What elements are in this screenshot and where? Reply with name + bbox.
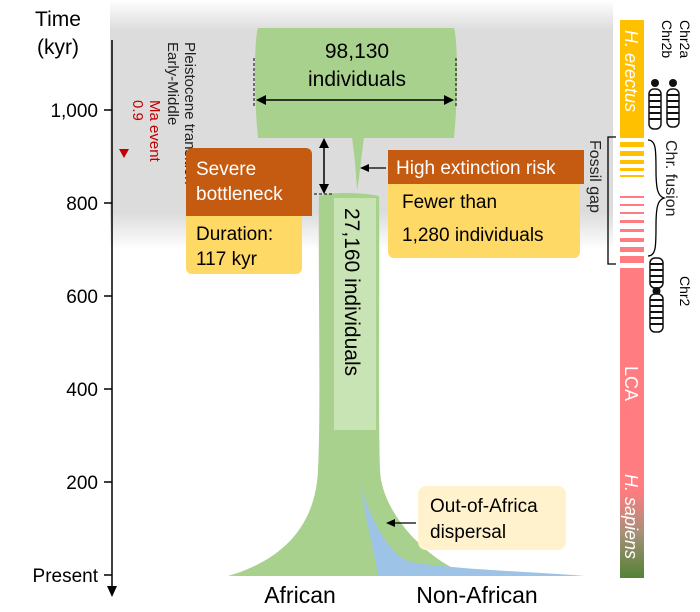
- tick-label-800: 800: [66, 194, 98, 215]
- extinction-title-bg: [388, 150, 584, 184]
- tick-label-200: 200: [66, 473, 98, 494]
- chr2b-chromosome-icon: [648, 79, 662, 130]
- african-label: African: [264, 582, 336, 608]
- bottleneck-title-bg: [186, 148, 312, 212]
- dispersal-pointer-head: [386, 519, 395, 527]
- duration-arrow-top: [319, 138, 329, 148]
- bracket-arrow-left: [256, 95, 266, 105]
- tick-label-present: Present: [33, 566, 99, 587]
- chr2-label: Chr2: [677, 276, 693, 307]
- tick-label-1000: 1,000: [50, 101, 98, 122]
- non-african-label: Non-African: [416, 582, 537, 608]
- lca-label: LCA: [621, 366, 641, 401]
- bottleneck-title-join: [186, 206, 312, 216]
- chr-fusion-brace: [647, 139, 667, 257]
- axis-title-line2: (kyr): [37, 36, 79, 59]
- dispersal-box: Out-of-Africa dispersal: [418, 486, 566, 550]
- bottleneck-box: Severe bottleneck Duration: 117 kyr: [186, 148, 312, 274]
- bottleneck-title-line1: Severe: [196, 159, 256, 180]
- extinction-title: High extinction risk: [396, 158, 556, 179]
- bottleneck-duration-line2: 117 kyr: [196, 249, 258, 270]
- erectus-fading-stripes: [620, 142, 644, 177]
- ancestral-size-line2: individuals: [308, 68, 406, 91]
- axis-title-line1: Time: [35, 8, 81, 31]
- extinction-body-line2: 1,280 individuals: [402, 225, 544, 246]
- bottleneck-label-strip: [334, 198, 376, 430]
- ancestral-size-line1: 98,130: [325, 40, 389, 63]
- sapiens-label: H. sapiens: [621, 474, 641, 559]
- tick-label-400: 400: [66, 380, 98, 401]
- chr-fusion-label: Chr. fusion: [662, 140, 679, 216]
- event-marker-icon: [119, 149, 129, 158]
- dispersal-box-bg: [418, 486, 566, 550]
- duration-arrow-bottom: [319, 184, 329, 194]
- fossil-gap-bracket: [607, 136, 616, 265]
- bottleneck-duration-bg: [186, 212, 302, 274]
- ancestral-population-flow: [255, 28, 457, 190]
- bracket-arrow-right: [444, 95, 454, 105]
- extinction-box: High extinction risk Fewer than 1,280 in…: [388, 150, 584, 258]
- chr2b-label: Chr2b: [659, 20, 675, 58]
- transition-label-line1: Early-Middle: [164, 42, 181, 125]
- bottleneck-size-label: 27,160 individuals: [340, 208, 363, 376]
- event-label-line1: 0.9: [129, 100, 146, 121]
- species-bar: H. erectus LCA H. sapiens: [620, 20, 644, 578]
- tick-label-600: 600: [66, 287, 98, 308]
- event-label-line2: Ma event: [146, 100, 163, 163]
- chr2a-label: Chr2a: [677, 20, 693, 58]
- time-axis-ticks: [104, 109, 112, 576]
- extinction-body-line1: Fewer than: [402, 192, 497, 213]
- bottleneck-duration-line1: Duration:: [196, 224, 273, 245]
- lca-sapiens-segment: [620, 268, 644, 578]
- erectus-label: H. erectus: [621, 30, 641, 112]
- dispersal-line2: dispersal: [430, 522, 506, 543]
- bottleneck-title-line2: bottleneck: [196, 184, 283, 205]
- dispersal-line1: Out-of-Africa: [430, 496, 538, 517]
- chr2a-chromosome-icon: [666, 79, 680, 128]
- extinction-pointer-head: [360, 164, 369, 172]
- fossil-gap-label: Fossil gap: [586, 140, 603, 213]
- non-african-population-flow: [358, 472, 584, 576]
- extinction-body-bg: [388, 180, 580, 258]
- chr2-chromosome-icon: [649, 257, 664, 333]
- erectus-segment: [620, 20, 644, 138]
- lca-emerging-stripes: [620, 196, 644, 263]
- time-axis-arrow: [107, 586, 117, 597]
